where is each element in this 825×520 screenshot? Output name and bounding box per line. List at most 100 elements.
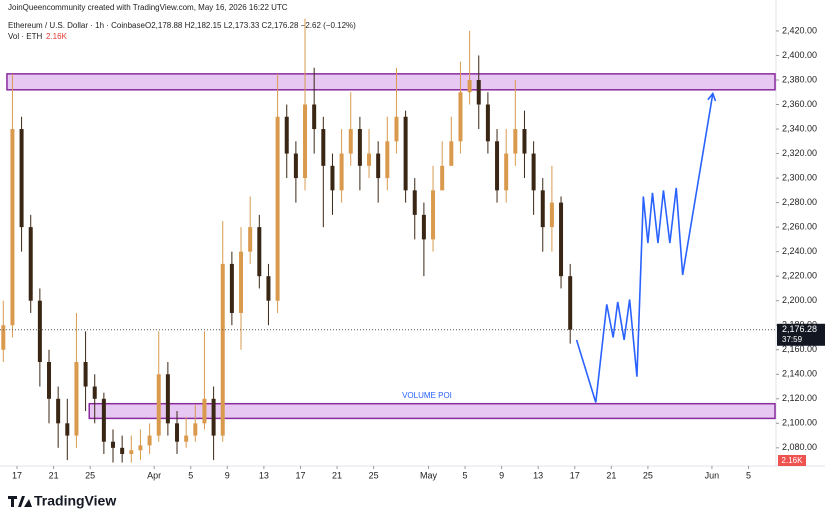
- candle-body: [147, 435, 152, 446]
- candle-body: [367, 153, 372, 166]
- zone-label: VOLUME POI: [402, 391, 452, 400]
- y-tick-label: 2,380.00: [782, 74, 817, 84]
- candle-body: [37, 300, 42, 363]
- x-tick-label: Jun: [705, 470, 720, 480]
- x-tick-label: 25: [643, 470, 653, 480]
- y-tick-label: 2,080.00: [782, 442, 817, 452]
- countdown: 37:59: [782, 335, 803, 344]
- y-tick-label: 2,160.00: [782, 344, 817, 354]
- volume-value: 2.16K: [46, 32, 68, 41]
- zone: [88, 402, 776, 420]
- y-tick-label: 2,400.00: [782, 50, 817, 60]
- candle-body: [330, 165, 335, 191]
- candle-body: [248, 227, 253, 252]
- x-tick-label: 13: [259, 470, 269, 480]
- last-price-tag: [777, 323, 825, 346]
- candle-body: [549, 202, 554, 228]
- candle-body: [412, 190, 417, 215]
- y-tick-label: 2,360.00: [782, 99, 817, 109]
- candle-body: [275, 116, 280, 301]
- candle-body: [376, 153, 381, 179]
- x-tick-label: 21: [332, 470, 342, 480]
- candle-body: [339, 153, 344, 191]
- x-tick-label: 5: [746, 470, 751, 480]
- candle-body: [165, 374, 170, 424]
- volume-badge: [778, 455, 806, 466]
- candle-body: [403, 116, 408, 191]
- projection-arrowhead: [707, 91, 717, 102]
- candle-body: [531, 153, 536, 191]
- logo: [8, 496, 32, 507]
- x-tick-label: 21: [49, 470, 59, 480]
- y-tick-label: 2,300.00: [782, 172, 817, 182]
- volume-badge-text: 2.16K: [782, 456, 804, 465]
- candle-body: [394, 116, 399, 142]
- candle-body: [485, 104, 490, 142]
- candle-body: [449, 141, 454, 166]
- candle-body: [10, 129, 15, 326]
- candle-body: [495, 141, 500, 191]
- candle-body: [431, 190, 436, 240]
- projection: [575, 93, 714, 403]
- x-tick-label: 25: [369, 470, 379, 480]
- candle-body: [357, 129, 362, 166]
- y-tick-label: 2,420.00: [782, 25, 817, 35]
- x-tick-label: Apr: [147, 470, 161, 480]
- last-price-label: 2,176.28: [782, 324, 817, 334]
- zone: [6, 73, 776, 91]
- y-tick-label: 2,120.00: [782, 393, 817, 403]
- candle-body: [65, 423, 70, 436]
- candle-body: [92, 386, 97, 399]
- ohlc: O2,178.88 H2,182.15 L2,173.33 C2,176.28 …: [145, 21, 356, 30]
- candle-body: [120, 447, 125, 454]
- candle-body: [540, 190, 545, 228]
- y-tick-label: 2,140.00: [782, 369, 817, 379]
- candle-body: [513, 129, 518, 154]
- candle-body: [348, 129, 353, 154]
- candle-body: [385, 141, 390, 179]
- candle-body: [467, 79, 472, 93]
- candle-body: [229, 263, 234, 313]
- candle-body: [19, 129, 24, 228]
- x-tick-label: 21: [606, 470, 616, 480]
- symbol: Ethereum / U.S. Dollar · 1h · Coinbase: [8, 21, 145, 30]
- candle-body: [568, 276, 573, 330]
- candle-body: [129, 450, 134, 454]
- y-tick-label: 2,260.00: [782, 222, 817, 232]
- y-tick-label: 2,320.00: [782, 148, 817, 158]
- candle-body: [312, 104, 317, 130]
- candle-body: [138, 445, 143, 451]
- candle-body: [239, 251, 244, 313]
- candle-body: [193, 423, 198, 436]
- y-tick-label: 2,280.00: [782, 197, 817, 207]
- candle-body: [184, 435, 189, 442]
- candle-body: [83, 362, 88, 387]
- x-tick-label: 9: [499, 470, 504, 480]
- y-tick-label: 2,200.00: [782, 295, 817, 305]
- candle-body: [504, 153, 509, 191]
- y-tick-label: 2,240.00: [782, 246, 817, 256]
- x-tick-label: 9: [225, 470, 230, 480]
- x-tick-label: 17: [570, 470, 580, 480]
- candle-body: [284, 116, 289, 154]
- candle-body: [220, 263, 225, 436]
- candle-body: [321, 129, 326, 166]
- x-tick-label: 17: [295, 470, 305, 480]
- credit: JoinQueencommunity created with TradingV…: [8, 3, 288, 12]
- candle-body: [47, 362, 52, 399]
- y-tick-label: 2,100.00: [782, 418, 817, 428]
- x-tick-label: 5: [188, 470, 193, 480]
- x-tick-label: 13: [533, 470, 543, 480]
- candle-body: [440, 165, 445, 191]
- candle-body: [28, 227, 33, 301]
- candle-body: [156, 374, 161, 436]
- y-tick-label: 2,220.00: [782, 271, 817, 281]
- x-tick-label: May: [420, 470, 438, 480]
- candle-body: [257, 227, 262, 277]
- x-tick-label: 25: [85, 470, 95, 480]
- candle-body: [522, 129, 527, 154]
- candle-body: [421, 214, 426, 240]
- x-tick-label: 5: [463, 470, 468, 480]
- candle-body: [202, 398, 207, 424]
